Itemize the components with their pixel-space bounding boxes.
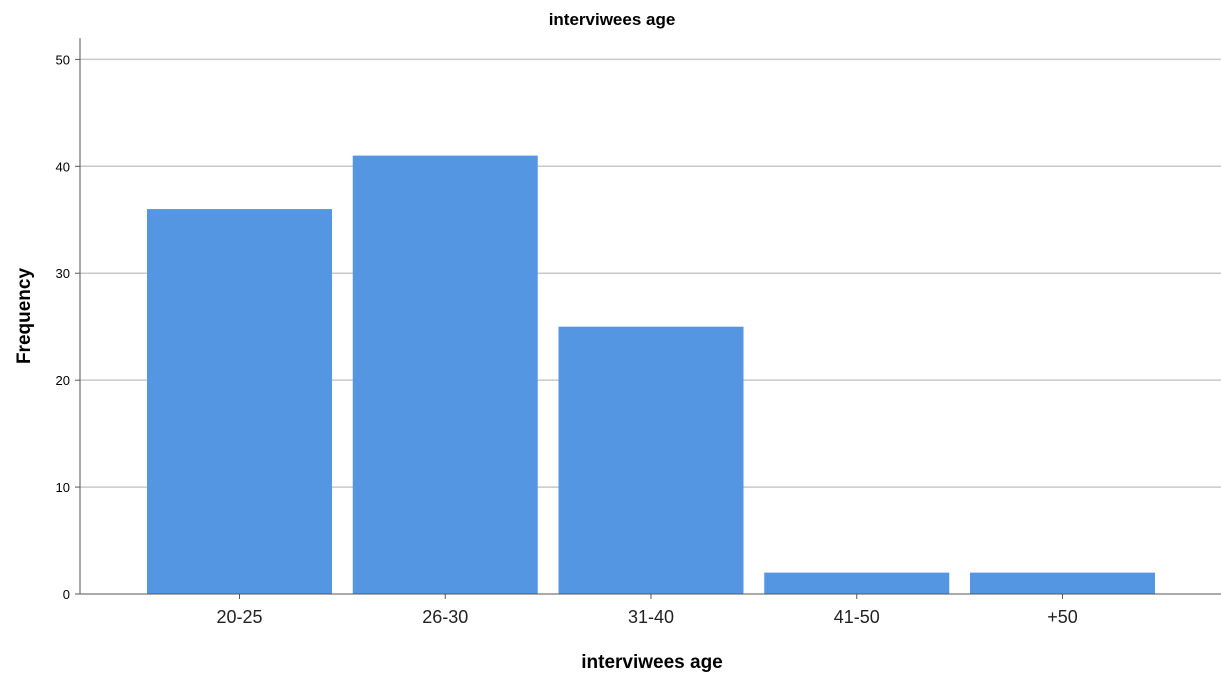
- bar-+50: [970, 572, 1155, 594]
- y-tick-label: 0: [63, 587, 70, 602]
- y-tick-label: 30: [56, 266, 70, 281]
- x-axis-label: interviwees age: [581, 652, 723, 673]
- bar-20-25: [147, 209, 332, 595]
- x-tick-label: 26-30: [422, 607, 468, 627]
- bar-31-40: [558, 326, 744, 594]
- bar-41-50: [764, 572, 950, 594]
- bar-26-30: [352, 155, 538, 594]
- y-tick-label: 10: [56, 480, 70, 495]
- x-tick-label: 31-40: [628, 607, 674, 627]
- x-tick-labels: 20-25 26-30 31-40 41-50 +50: [216, 594, 1078, 627]
- y-tick-label: 40: [56, 159, 70, 174]
- chart-title: interviwees age: [549, 10, 676, 29]
- x-tick-label: 41-50: [834, 607, 880, 627]
- y-tick-label: 20: [56, 373, 70, 388]
- bars: [147, 155, 1155, 595]
- y-axis-label: Frequency: [14, 268, 35, 365]
- y-tick-labels: 0 10 20 30 40 50: [56, 52, 80, 602]
- x-tick-label: +50: [1047, 607, 1078, 627]
- y-tick-label: 50: [56, 52, 70, 67]
- x-tick-label: 20-25: [216, 607, 262, 627]
